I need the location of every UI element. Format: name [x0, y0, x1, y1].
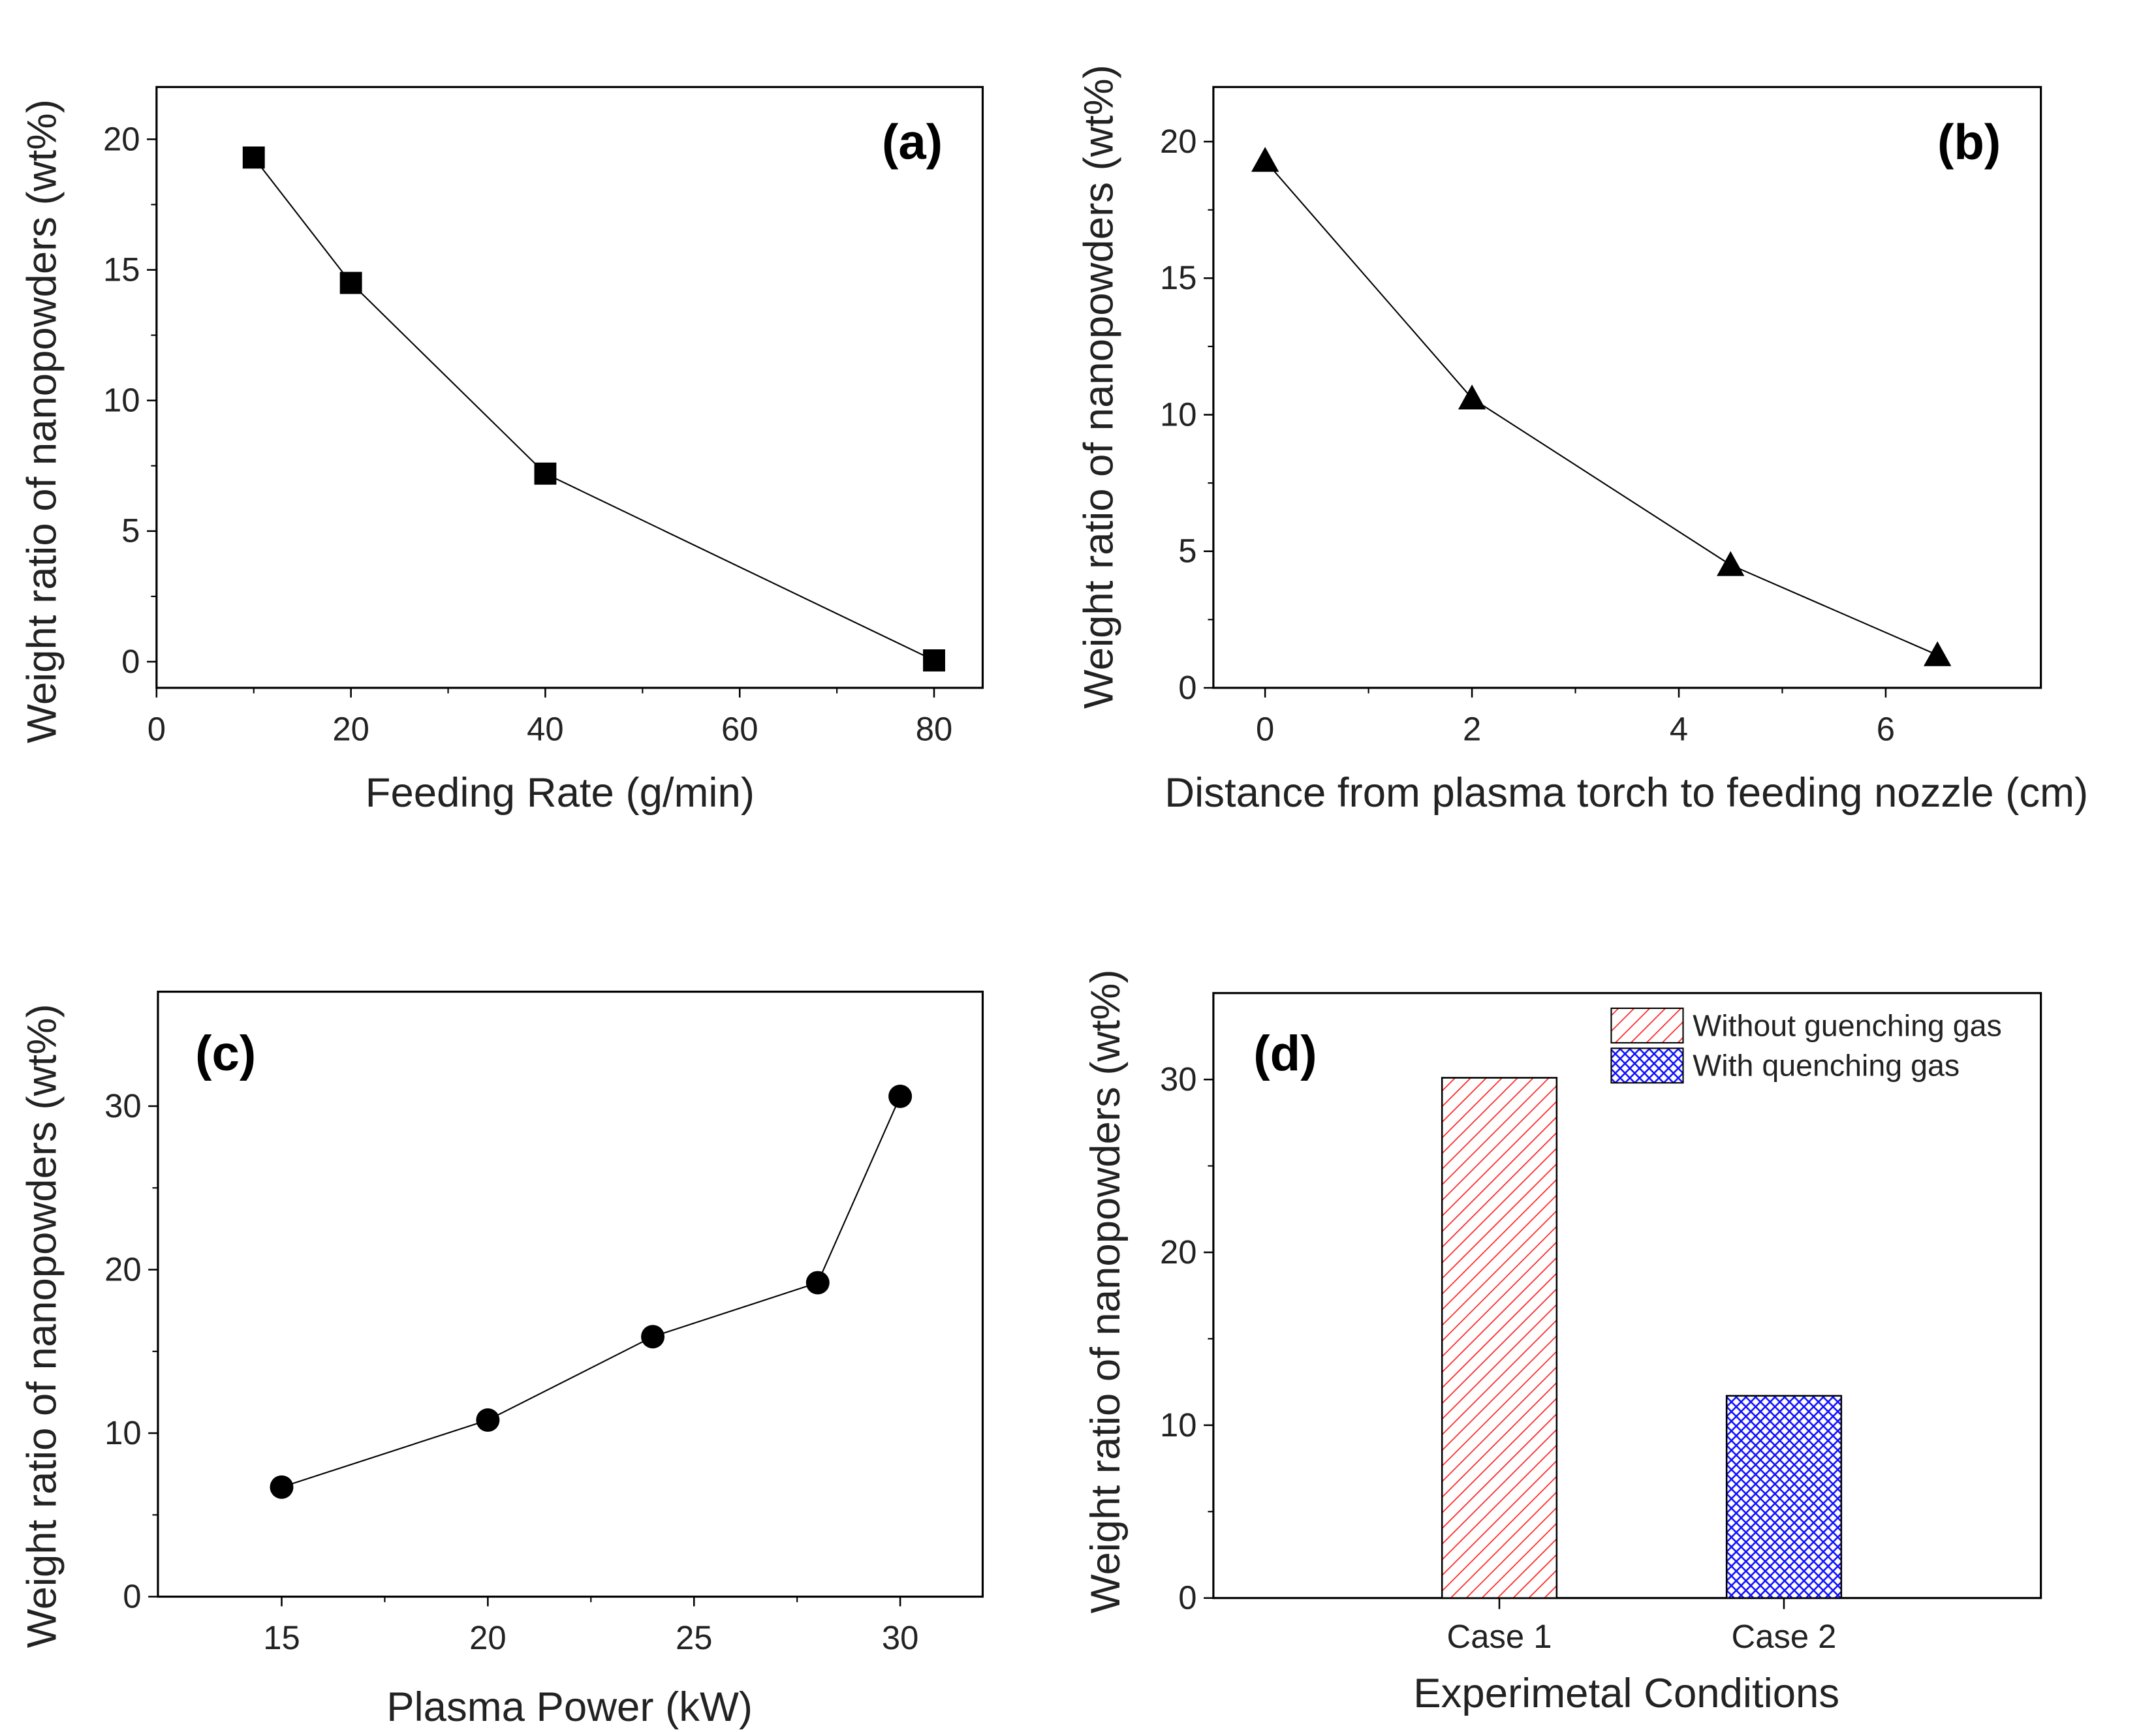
x-tick-label: 2	[1463, 710, 1481, 747]
y-tick-label: 15	[1160, 259, 1196, 296]
legend-label: With quenching gas	[1693, 1049, 1960, 1083]
x-tick-label: 30	[882, 1619, 918, 1656]
legend-label: Without guenching gas	[1693, 1008, 2002, 1042]
x-tick-label: 25	[676, 1619, 712, 1656]
data-point-circle	[476, 1408, 500, 1432]
plot-frame	[1212, 85, 2042, 689]
y-tick-label: 0	[123, 1578, 141, 1615]
y-tick-label: 5	[1178, 533, 1196, 570]
panel-c: 0 10 20 30 Weight ratio of nanopowders (wt%)…	[19, 991, 984, 1730]
panel-d: 0 10 20 30 Weight ratio of nanopowders (wt%)…	[1083, 969, 2042, 1716]
x-tick-label: 4	[1670, 710, 1688, 747]
data-point-circle	[270, 1475, 294, 1499]
y-tick-label: 30	[104, 1087, 141, 1124]
y-axis-label: Weight ratio of nanopowders (wt%)	[19, 99, 65, 743]
y-tick-label: 10	[1160, 1406, 1196, 1444]
x-tick-label: Case 1	[1447, 1618, 1552, 1655]
legend-swatch	[1610, 1047, 1684, 1084]
panel-label: (c)	[195, 1026, 256, 1081]
x-tick-label: 40	[527, 710, 563, 747]
y-tick-label: 0	[1178, 669, 1196, 706]
x-tick-label: 6	[1877, 710, 1895, 747]
data-point-triangle	[1458, 384, 1486, 410]
x-tick-label: 20	[469, 1619, 506, 1656]
data-point-triangle	[1251, 147, 1279, 172]
series-line	[253, 157, 935, 661]
x-tick-label: 80	[916, 710, 952, 747]
plot-frame	[157, 991, 984, 1598]
series-line	[281, 1096, 901, 1488]
data-point-circle	[805, 1271, 830, 1295]
legend-swatch	[1610, 1007, 1684, 1044]
data-point-square	[534, 462, 557, 485]
y-tick-label: 5	[121, 512, 140, 549]
y-tick-label: 0	[1178, 1579, 1196, 1616]
x-tick-label: 20	[332, 710, 369, 747]
x-axis-label: Plasma Power (kW)	[386, 1684, 753, 1730]
y-axis-label: Weight ratio of nanopowders (wt%)	[19, 1004, 65, 1648]
x-tick-label: Case 2	[1732, 1618, 1837, 1655]
y-axis-label: Weight ratio of nanopowders (wt%)	[1076, 65, 1121, 709]
data-point-circle	[888, 1084, 913, 1108]
x-tick-label: 0	[148, 710, 166, 747]
panel-label: (a)	[882, 114, 943, 170]
y-tick-label: 30	[1160, 1060, 1196, 1098]
y-axis-label: Weight ratio of nanopowders (wt%)	[1083, 969, 1129, 1613]
panel-a: 0 5 10 15 20 Weight ratio of nanopowders (wt%…	[19, 85, 984, 816]
data-point-square	[923, 649, 945, 672]
y-tick-label: 20	[1160, 1233, 1196, 1271]
x-axis-label: Experimetal Conditions	[1413, 1671, 1839, 1716]
x-axis-label: Feeding Rate (g/min)	[366, 770, 755, 816]
plot-frame	[1212, 992, 2042, 1600]
panel-label: (b)	[1937, 114, 2001, 170]
data-point-triangle	[1924, 641, 1952, 666]
x-tick-label: 15	[263, 1619, 300, 1656]
x-tick-label: 60	[721, 710, 758, 747]
data-point-triangle	[1717, 551, 1745, 576]
y-tick-label: 15	[103, 251, 140, 288]
y-tick-label: 20	[103, 120, 140, 157]
series-line	[1264, 160, 1938, 656]
x-tick-label: 0	[1256, 710, 1274, 747]
data-point-square	[339, 271, 362, 294]
data-point-square	[242, 146, 265, 169]
y-tick-label: 0	[121, 643, 140, 680]
panel-label: (d)	[1253, 1026, 1317, 1081]
data-point-circle	[641, 1325, 665, 1349]
bar-2	[1725, 1395, 1843, 1599]
x-axis-label: Distance from plasma torch to feeding no…	[1164, 770, 2088, 816]
bar-1	[1441, 1077, 1558, 1599]
y-tick-label: 20	[1160, 123, 1196, 160]
y-tick-label: 10	[103, 382, 140, 419]
y-tick-label: 10	[104, 1414, 141, 1451]
plot-frame	[155, 85, 984, 689]
y-tick-label: 20	[104, 1250, 141, 1288]
y-tick-label: 10	[1160, 395, 1196, 433]
